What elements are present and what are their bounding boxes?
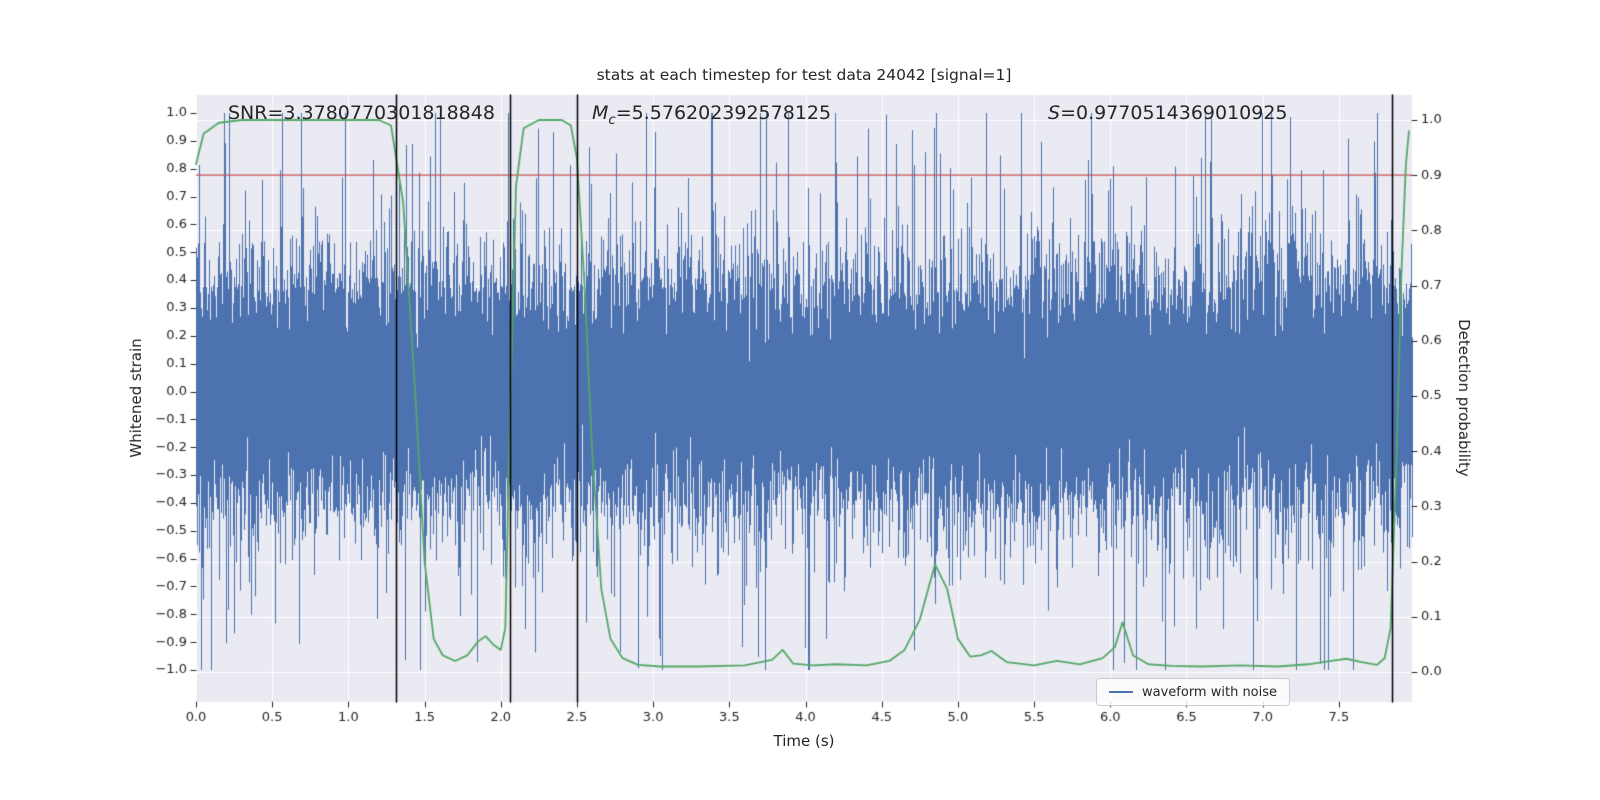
snr-text: SNR=3.3780770301818848 <box>228 102 495 124</box>
legend-waveform-line <box>1109 691 1133 693</box>
s-value: =0.9770514369010925 <box>1060 102 1288 124</box>
legend: waveform with noise <box>1096 678 1291 706</box>
annotation-snr: SNR=3.3780770301818848 <box>228 102 495 125</box>
mc-value: =5.576202392578125 <box>615 102 832 124</box>
mc-symbol: M <box>592 102 609 124</box>
x-axis-label: Time (s) <box>773 732 835 750</box>
s-symbol: S <box>1048 102 1061 124</box>
annotation-s-stat: S=0.9770514369010925 <box>1048 102 1288 125</box>
mc-subscript: c <box>608 112 616 128</box>
right-y-axis-label: Detection probability <box>1455 319 1473 477</box>
left-y-axis-label: Whitened strain <box>127 338 145 458</box>
legend-waveform-label: waveform with noise <box>1142 684 1278 700</box>
annotation-chirp-mass: Mc=5.576202392578125 <box>592 102 831 129</box>
chart-title: stats at each timestep for test data 240… <box>596 66 1012 84</box>
